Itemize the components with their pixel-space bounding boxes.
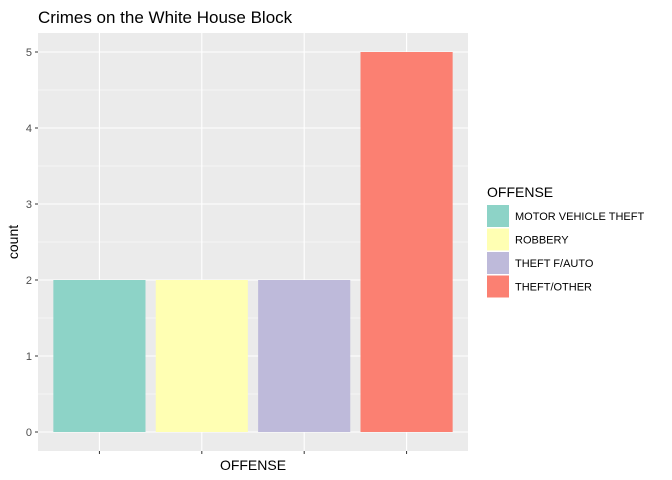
y-axis-ticks: 0 1 2 3 4 5 xyxy=(26,47,38,439)
bars xyxy=(53,52,453,432)
y-tick-label: 1 xyxy=(26,351,32,363)
x-axis-ticks xyxy=(98,451,408,454)
y-tick-label: 5 xyxy=(26,47,32,59)
legend-items: MOTOR VEHICLE THEFT ROBBERY THEFT F/AUTO TH… xyxy=(487,205,644,298)
legend-key-0 xyxy=(487,205,509,227)
legend: OFFENSE MOTOR VEHICLE THEFT ROBBERY THEFT … xyxy=(487,184,644,298)
y-tick-label: 3 xyxy=(26,199,32,211)
y-tick-label: 4 xyxy=(26,123,32,135)
legend-label-0: MOTOR VEHICLE THEFT xyxy=(515,211,644,223)
y-tick-label: 2 xyxy=(26,275,32,287)
y-axis-label: count xyxy=(5,225,21,259)
legend-key-3 xyxy=(487,275,509,298)
chart-title: Crimes on the White House Block xyxy=(38,8,293,27)
legend-label-3: THEFT/OTHER xyxy=(515,282,592,294)
legend-key-1 xyxy=(487,228,509,251)
legend-title: OFFENSE xyxy=(487,184,553,200)
bar-3 xyxy=(360,52,453,432)
x-axis-label: OFFENSE xyxy=(220,457,286,473)
bar-1 xyxy=(155,280,248,432)
bar-0 xyxy=(53,280,146,432)
legend-key-2 xyxy=(487,252,509,274)
legend-label-2: THEFT F/AUTO xyxy=(515,258,594,270)
y-tick-label: 0 xyxy=(26,427,32,439)
legend-label-1: ROBBERY xyxy=(515,235,569,247)
bar-2 xyxy=(258,280,351,432)
